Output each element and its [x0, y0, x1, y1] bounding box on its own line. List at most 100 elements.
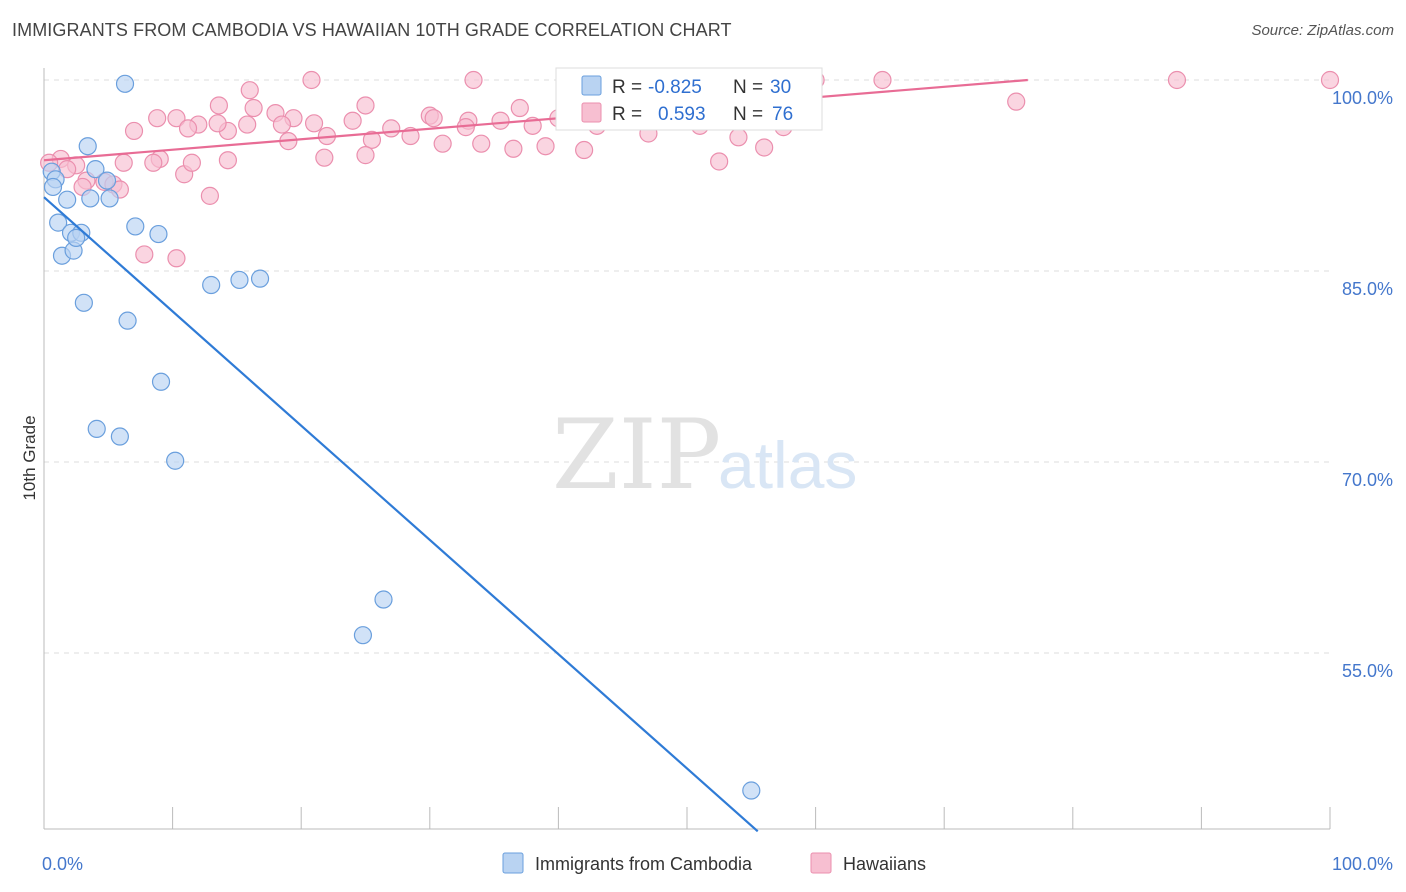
point-hawaiian-13	[356, 96, 375, 115]
point-hawaiian-57	[114, 153, 133, 172]
point-cambodia-26	[166, 451, 185, 470]
trend-line-hawaiian	[43, 78, 1028, 162]
series-legend-swatch-cambodia	[502, 852, 524, 874]
point-cambodia-7	[58, 190, 77, 209]
point-hawaiian-10	[244, 98, 263, 118]
watermark-zip: ZIP	[552, 399, 721, 511]
point-cambodia-8	[81, 189, 100, 208]
point-hawaiian-4	[873, 70, 892, 90]
point-hawaiian-8	[240, 81, 259, 100]
point-hawaiian-50	[472, 134, 491, 153]
point-hawaiian-75	[167, 249, 186, 268]
point-hawaiian-52	[536, 137, 555, 156]
point-cambodia-18	[74, 293, 93, 312]
point-hawaiian-34	[491, 111, 510, 130]
legend-swatch-blue	[581, 75, 602, 96]
legend-r-value-pink: 0.593	[658, 104, 706, 125]
point-hawaiian-7	[1007, 92, 1026, 111]
axes	[43, 68, 1331, 830]
legend-n-label-pink: N =	[733, 104, 763, 125]
point-hawaiian-32	[424, 109, 443, 128]
chart-title: IMMIGRANTS FROM CAMBODIA VS HAWAIIAN 10T…	[12, 20, 732, 40]
point-hawaiian-30	[343, 111, 362, 130]
point-hawaiian-47	[362, 130, 382, 149]
point-cambodia-6	[49, 213, 68, 232]
x-tick-label-0: 0.0%	[42, 854, 83, 874]
point-hawaiian-29	[304, 114, 324, 133]
point-cambodia-15	[67, 228, 86, 247]
series-legend-label-hawaiians: Hawaiians	[843, 854, 926, 874]
point-cambodia-21	[230, 270, 249, 290]
point-cambodia-9	[100, 189, 119, 208]
y-axis-label: 10th Grade	[20, 415, 39, 500]
point-hawaiian-23	[148, 109, 167, 128]
point-cambodia-27	[374, 590, 393, 609]
point-cambodia-17	[149, 224, 168, 244]
legend-n-value-pink: 76	[772, 104, 793, 125]
y-tick-label-0: 100.0%	[1332, 88, 1393, 108]
legend-n-label-blue: N =	[733, 77, 763, 98]
point-hawaiian-5	[1167, 70, 1187, 90]
point-hawaiian-0	[302, 70, 321, 90]
point-cambodia-4	[78, 137, 97, 156]
point-hawaiian-6	[1320, 70, 1340, 90]
point-hawaiian-42	[124, 121, 144, 141]
series-legend-swatch-hawaiians	[810, 852, 832, 874]
point-hawaiian-74	[135, 245, 154, 264]
y-tick-label-1: 85.0%	[1342, 279, 1393, 299]
grid	[44, 79, 1330, 654]
point-hawaiian-61	[218, 151, 237, 170]
source-label: Source: ZipAtlas.com	[1251, 22, 1394, 39]
point-cambodia-19	[118, 311, 137, 330]
legend-r-value-blue: -0.825	[648, 77, 702, 98]
x-tick-label-1: 100.0%	[1332, 854, 1393, 874]
point-hawaiian-62	[356, 146, 375, 165]
trend-line-cambodia	[43, 196, 759, 833]
point-hawaiian-55	[710, 152, 729, 171]
point-cambodia-16	[126, 217, 145, 236]
legend-swatch-pink	[581, 102, 602, 123]
point-cambodia-24	[87, 419, 106, 438]
legend-r-label-blue: R =	[612, 77, 642, 98]
point-hawaiian-73	[200, 186, 219, 205]
point-cambodia-22	[250, 269, 270, 288]
point-hawaiian-16	[510, 98, 529, 118]
point-hawaiian-31	[382, 119, 401, 138]
point-cambodia-3	[43, 177, 63, 197]
point-cambodia-5	[86, 160, 105, 179]
watermark-atlas: atlas	[718, 428, 857, 502]
y-tick-label-3: 55.0%	[1342, 661, 1393, 681]
point-hawaiian-53	[575, 140, 594, 160]
legend-r-label-pink: R =	[612, 104, 642, 125]
point-cambodia-10	[97, 171, 117, 190]
point-cambodia-0	[115, 74, 135, 93]
point-cambodia-23	[151, 372, 171, 391]
point-cambodia-29	[742, 781, 761, 800]
point-hawaiian-27	[238, 115, 257, 134]
series-legend-label-cambodia: Immigrants from Cambodia	[535, 854, 753, 874]
point-hawaiian-60	[182, 153, 201, 172]
y-tick-label-2: 70.0%	[1342, 470, 1393, 490]
point-cambodia-20	[202, 275, 221, 295]
point-hawaiian-44	[208, 114, 227, 133]
point-hawaiian-49	[433, 134, 452, 153]
point-hawaiian-28	[272, 115, 292, 134]
legend-n-value-blue: 30	[770, 77, 791, 98]
point-hawaiian-40	[729, 128, 748, 147]
point-hawaiian-43	[178, 119, 198, 138]
tick-labels: 100.0% 85.0% 70.0% 55.0% 0.0% 100.0%	[42, 88, 1393, 874]
point-hawaiian-9	[209, 96, 228, 115]
watermark: ZIP atlas	[552, 399, 857, 511]
stats-legend: R = -0.825 N = 30 R = 0.593 N = 76	[555, 67, 823, 131]
point-hawaiian-63	[315, 148, 334, 167]
point-hawaiian-24	[167, 109, 186, 128]
point-hawaiian-54	[755, 138, 774, 157]
point-hawaiian-51	[504, 139, 523, 158]
point-cambodia-28	[353, 626, 373, 645]
point-hawaiian-1	[464, 70, 483, 90]
point-cambodia-25	[110, 427, 129, 446]
point-hawaiian-58	[144, 153, 163, 172]
trend-lines	[43, 78, 1028, 833]
